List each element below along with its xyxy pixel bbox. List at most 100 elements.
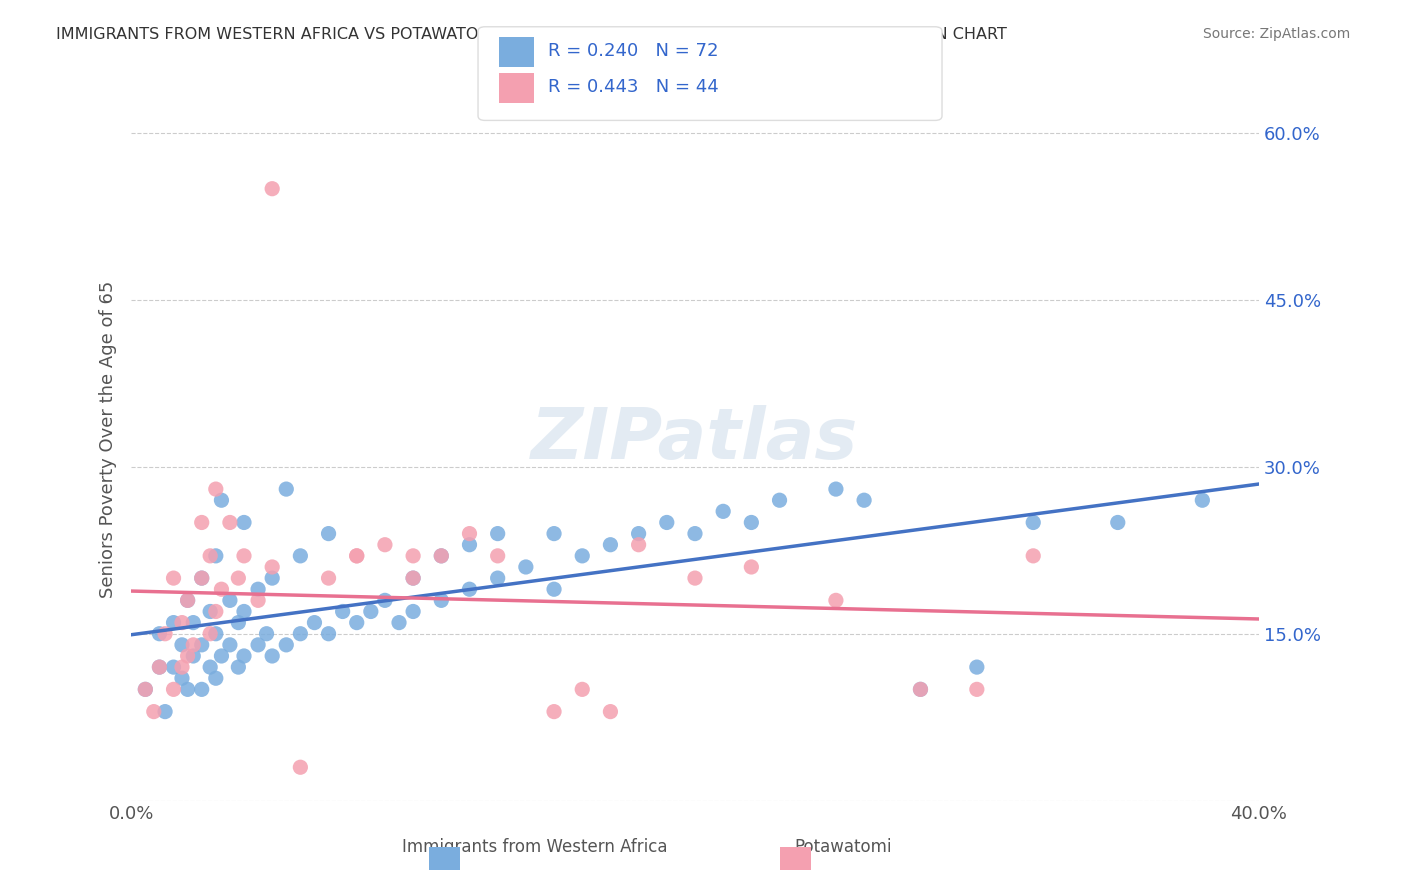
Point	[256, 626, 278, 640]
Point	[170, 671, 193, 685]
Point	[486, 526, 509, 541]
Point	[543, 582, 565, 597]
Point	[148, 660, 170, 674]
Point	[162, 660, 184, 674]
Point	[276, 638, 298, 652]
Point	[262, 648, 284, 663]
Point	[170, 615, 193, 630]
Point	[402, 605, 425, 619]
Text: Potawatomi: Potawatomi	[794, 838, 893, 856]
Point	[910, 682, 932, 697]
Point	[204, 605, 226, 619]
Text: R = 0.443   N = 44: R = 0.443 N = 44	[548, 78, 718, 96]
Point	[162, 615, 184, 630]
Point	[262, 560, 284, 574]
Point	[211, 582, 233, 597]
Point	[430, 549, 453, 563]
Point	[219, 516, 242, 530]
Point	[318, 526, 340, 541]
Text: Immigrants from Western Africa: Immigrants from Western Africa	[402, 838, 666, 856]
Point	[247, 638, 270, 652]
Point	[228, 615, 250, 630]
Point	[599, 705, 621, 719]
Point	[219, 638, 242, 652]
Point	[198, 626, 221, 640]
Point	[318, 571, 340, 585]
Point	[176, 682, 198, 697]
Point	[219, 593, 242, 607]
Point	[290, 626, 312, 640]
Point	[211, 493, 233, 508]
Point	[290, 760, 312, 774]
Point	[910, 682, 932, 697]
Point	[198, 660, 221, 674]
Point	[458, 538, 481, 552]
Point	[233, 648, 256, 663]
Point	[228, 571, 250, 585]
Point	[181, 615, 204, 630]
Point	[134, 682, 156, 697]
Point	[204, 671, 226, 685]
Point	[360, 605, 382, 619]
Point	[458, 526, 481, 541]
Point	[655, 516, 678, 530]
Point	[1022, 549, 1045, 563]
Point	[346, 549, 368, 563]
Point	[486, 571, 509, 585]
Point	[402, 571, 425, 585]
Text: IMMIGRANTS FROM WESTERN AFRICA VS POTAWATOMI SENIORS POVERTY OVER THE AGE OF 65 : IMMIGRANTS FROM WESTERN AFRICA VS POTAWA…	[56, 27, 1007, 42]
Point	[627, 538, 650, 552]
Point	[181, 638, 204, 652]
Point	[374, 538, 396, 552]
Point	[966, 682, 988, 697]
Text: ZIPatlas: ZIPatlas	[531, 405, 859, 474]
Point	[458, 582, 481, 597]
Point	[332, 605, 354, 619]
Y-axis label: Seniors Poverty Over the Age of 65: Seniors Poverty Over the Age of 65	[100, 280, 117, 598]
Point	[228, 660, 250, 674]
Point	[247, 582, 270, 597]
Point	[543, 705, 565, 719]
Point	[346, 549, 368, 563]
Point	[276, 482, 298, 496]
Point	[198, 605, 221, 619]
Point	[825, 482, 848, 496]
Point	[374, 593, 396, 607]
Point	[162, 682, 184, 697]
Point	[153, 705, 176, 719]
Point	[388, 615, 411, 630]
Point	[262, 182, 284, 196]
Point	[740, 516, 762, 530]
Point	[430, 549, 453, 563]
Point	[233, 516, 256, 530]
Point	[176, 648, 198, 663]
Point	[170, 660, 193, 674]
Point	[204, 626, 226, 640]
Point	[170, 638, 193, 652]
Point	[148, 626, 170, 640]
Point	[162, 571, 184, 585]
Point	[181, 648, 204, 663]
Point	[262, 571, 284, 585]
Point	[204, 549, 226, 563]
Point	[204, 482, 226, 496]
Point	[486, 549, 509, 563]
Point	[153, 626, 176, 640]
Point	[176, 593, 198, 607]
Point	[571, 549, 593, 563]
Point	[190, 516, 212, 530]
Point	[543, 526, 565, 541]
Point	[190, 571, 212, 585]
Point	[1022, 516, 1045, 530]
Point	[304, 615, 326, 630]
Point	[683, 526, 706, 541]
Point	[627, 526, 650, 541]
Point	[711, 504, 734, 518]
Point	[402, 549, 425, 563]
Point	[176, 593, 198, 607]
Point	[825, 593, 848, 607]
Point	[346, 615, 368, 630]
Point	[190, 682, 212, 697]
Point	[198, 549, 221, 563]
Point	[233, 605, 256, 619]
